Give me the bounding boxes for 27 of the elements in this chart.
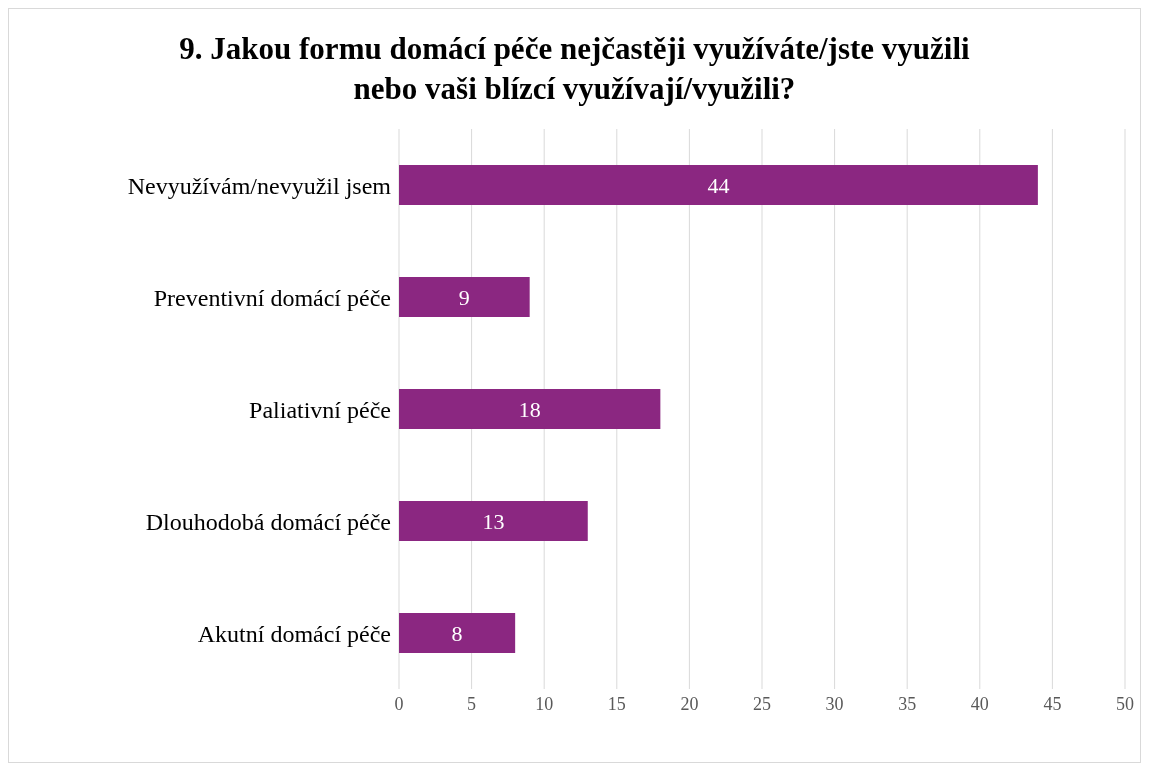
y-tick-label: Preventivní domácí péče bbox=[153, 284, 391, 311]
data-label: 9 bbox=[458, 284, 470, 310]
bar bbox=[399, 501, 588, 541]
x-tick-label: 10 bbox=[535, 693, 554, 714]
data-label: 44 bbox=[707, 172, 730, 198]
chart-title: 9. Jakou formu domácí péče nejčastěji využíváte/jste využili nebo vaši blízcí využívají/využili? bbox=[178, 30, 971, 108]
data-label: 8 bbox=[451, 620, 463, 646]
x-tick-label: 50 bbox=[1116, 693, 1134, 714]
x-tick-label: 20 bbox=[680, 693, 699, 714]
x-tick-label: 15 bbox=[607, 693, 626, 714]
y-tick-label: Akutní domácí péče bbox=[197, 620, 391, 647]
bar bbox=[399, 389, 661, 429]
y-tick-label: Dlouhodobá domácí péče bbox=[145, 508, 391, 535]
x-tick-label: 0 bbox=[394, 693, 404, 714]
y-tick-label: Nevyužívám/nevyužil jsem bbox=[127, 172, 392, 199]
bar bbox=[399, 165, 1038, 205]
data-label: 13 bbox=[482, 508, 505, 534]
bar bbox=[399, 277, 530, 317]
x-tick-label: 35 bbox=[898, 693, 917, 714]
data-label: 18 bbox=[518, 396, 541, 422]
x-tick-label: 40 bbox=[970, 693, 989, 714]
x-tick-label: 45 bbox=[1043, 693, 1062, 714]
x-tick-label: 5 bbox=[467, 693, 477, 714]
x-tick-label: 25 bbox=[753, 693, 771, 714]
bar bbox=[399, 613, 516, 653]
x-tick-label: 30 bbox=[825, 693, 844, 714]
y-tick-label: Paliativní péče bbox=[249, 396, 391, 423]
